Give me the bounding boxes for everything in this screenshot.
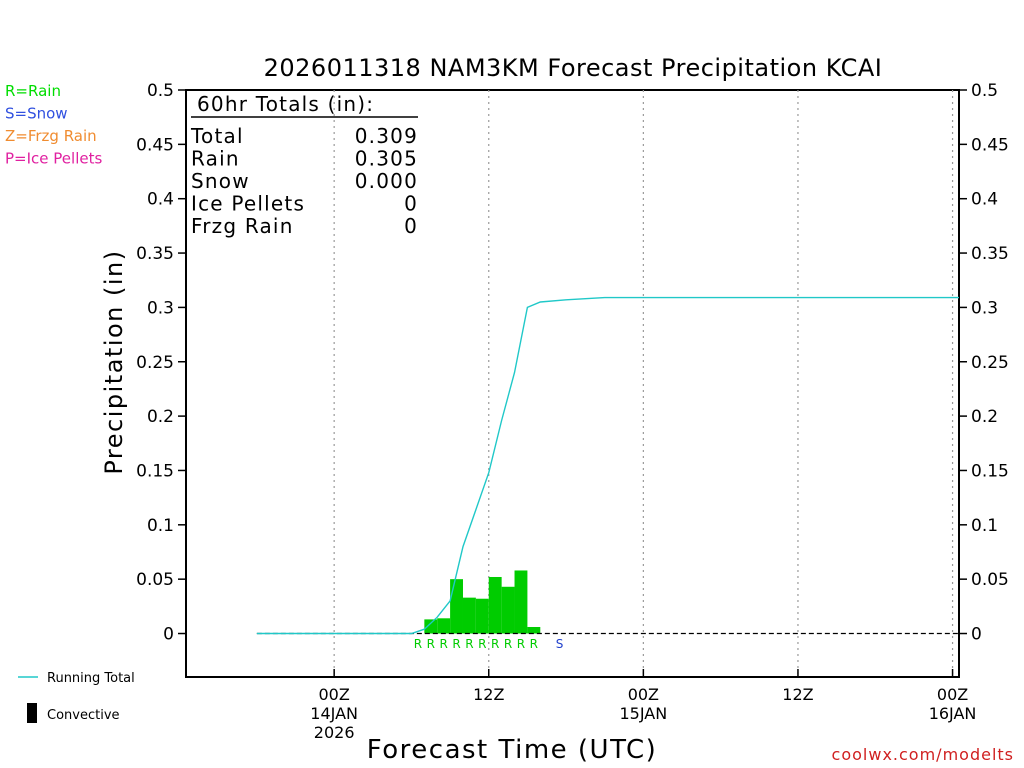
running-total-label: Running Total	[47, 671, 135, 686]
ptype-marker: R	[530, 637, 538, 651]
precip-bar	[475, 598, 489, 634]
totals-row-value: 0.000	[355, 169, 418, 193]
series-legend: Running Total Convective	[18, 671, 135, 723]
totals-row-label: Total	[190, 124, 244, 148]
totals-row-label: Rain	[191, 147, 240, 171]
y-tick-label-right: 0.2	[971, 407, 998, 427]
totals-row-label: Frzg Rain	[191, 214, 294, 238]
ptype-marker: S	[556, 637, 564, 651]
y-tick-label-left: 0	[163, 625, 174, 645]
totals-row-label: Ice Pellets	[191, 192, 305, 216]
y-tick-label-right: 0.45	[971, 135, 1009, 155]
ptype-marker: R	[504, 637, 512, 651]
totals-row-value: 0	[404, 214, 418, 238]
running-total-line	[256, 296, 959, 635]
totals-heading: 60hr Totals (in):	[197, 92, 374, 116]
precip-bar	[501, 586, 515, 634]
y-tick-label-right: 0.15	[971, 461, 1009, 481]
convective-label: Convective	[47, 708, 120, 723]
precip-bar	[488, 576, 502, 634]
hourly-precip-bars	[424, 570, 541, 634]
totals-row-value: 0.305	[355, 147, 418, 171]
y-tick-label-right: 0.25	[971, 353, 1009, 373]
x-axis-label: Forecast Time (UTC)	[367, 735, 658, 765]
totals-row-label: Snow	[191, 169, 250, 193]
y-tick-label-left: 0.5	[147, 81, 174, 101]
y-axis-ticks: 0.5 0.5 0.45 0.45 0.4 0.4 0.35 0.35 0.3 0.3 0.25 0.…	[136, 81, 1009, 645]
y-tick-label-left: 0.35	[136, 244, 174, 264]
y-tick-label-left: 0.3	[147, 298, 174, 318]
totals-row-value: 0	[404, 192, 418, 216]
ptype-legend-item: R=Rain	[5, 82, 61, 100]
ptype-marker: R	[414, 637, 422, 651]
ptype-marker: R	[439, 637, 447, 651]
precip-bar	[514, 570, 528, 634]
precip-bar	[424, 619, 438, 634]
y-tick-label-right: 0.5	[971, 81, 998, 101]
x-tick-label: 00Z	[318, 685, 349, 704]
precip-bar	[462, 597, 476, 634]
y-tick-label-right: 0.1	[971, 516, 998, 536]
totals-box: 60hr Totals (in): Total 0.309 Rain 0.305 Sno…	[190, 92, 418, 238]
y-tick-label-right: 0.4	[971, 190, 998, 210]
y-tick-label-left: 0.05	[136, 570, 174, 590]
credit-text: coolwx.com/modelts	[832, 745, 1014, 764]
x-tick-date: 14JAN	[310, 704, 358, 723]
y-axis-label: Precipitation (in)	[100, 249, 128, 474]
y-tick-label-left: 0.1	[147, 516, 174, 536]
y-tick-label-right: 0.35	[971, 244, 1009, 264]
y-tick-label-left: 0.2	[147, 407, 174, 427]
ptype-marker: R	[452, 637, 460, 651]
x-tick-label: 00Z	[937, 685, 968, 704]
y-tick-label-left: 0.45	[136, 135, 174, 155]
y-tick-label-left: 0.15	[136, 461, 174, 481]
precip-bar	[437, 618, 451, 634]
ptype-legend-item: S=Snow	[5, 105, 68, 123]
ptype-marker: R	[465, 637, 473, 651]
y-tick-label-right: 0	[971, 625, 982, 645]
ptype-marker: R	[517, 637, 525, 651]
convective-swatch	[27, 703, 37, 723]
totals-row-value: 0.309	[355, 124, 418, 148]
y-tick-label-right: 0.05	[971, 570, 1009, 590]
plot-frame	[185, 89, 960, 678]
x-tick-label: 12Z	[473, 685, 504, 704]
y-tick-label-left: 0.4	[147, 190, 174, 210]
x-tick-date: 15JAN	[619, 704, 667, 723]
y-tick-label-right: 0.3	[971, 298, 998, 318]
ptype-legend-item: Z=Frzg Rain	[5, 127, 97, 145]
ptype-marker: R	[478, 637, 486, 651]
x-tick-year: 2026	[314, 723, 355, 742]
precip-bar	[450, 579, 463, 634]
x-tick-date: 16JAN	[929, 704, 977, 723]
chart-title: 2026011318 NAM3KM Forecast Precipitation…	[264, 54, 883, 82]
y-tick-label-left: 0.25	[136, 353, 174, 373]
precip-bar	[527, 626, 541, 634]
ptype-marker: R	[491, 637, 499, 651]
ptype-marker: R	[427, 637, 435, 651]
x-tick-label: 12Z	[782, 685, 813, 704]
x-tick-label: 00Z	[628, 685, 659, 704]
ptype-legend-item: P=Ice Pellets	[5, 150, 102, 168]
gridlines	[333, 90, 954, 677]
precip-type-legend: R=Rain S=Snow Z=Frzg Rain P=Ice Pellets	[5, 82, 102, 168]
